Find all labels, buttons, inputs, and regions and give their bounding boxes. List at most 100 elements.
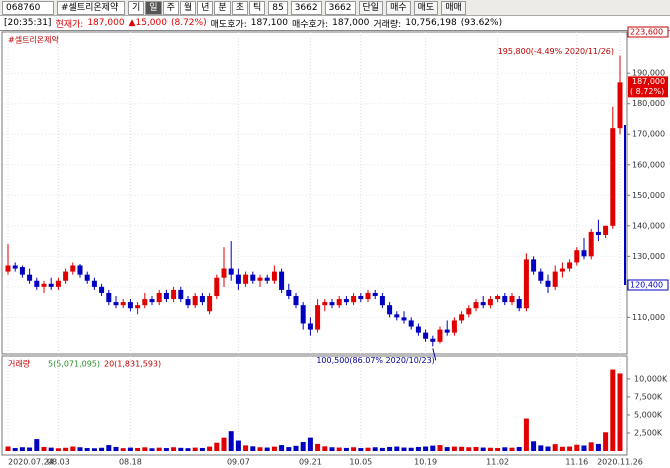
candle-body: [379, 296, 385, 306]
volume-bar: [63, 447, 69, 451]
y-tick-label: 7,500K: [634, 392, 663, 401]
annotation: 195,800(-4.49% 2020/11/26): [498, 47, 614, 56]
candle-body: [135, 305, 141, 309]
volume-bar: [135, 447, 141, 451]
y-tick-label: 180,000: [632, 99, 665, 108]
candle-body: [77, 265, 83, 275]
x-tick-label: 2020.07.24: [8, 458, 54, 467]
volume-bar: [509, 447, 515, 451]
candle-body: [574, 250, 580, 263]
period-button[interactable]: 틱: [248, 0, 266, 15]
candle-body: [423, 332, 429, 339]
volume-bar: [559, 446, 565, 451]
candle-body: [552, 271, 558, 287]
volume-bar: [99, 447, 105, 451]
volume-bar: [243, 445, 249, 451]
period-button[interactable]: 년: [197, 0, 214, 15]
volume-bar: [34, 439, 40, 451]
period-button[interactable]: 월: [179, 0, 197, 15]
candle-body: [610, 128, 616, 226]
candle-body: [523, 259, 529, 309]
candle-body: [163, 292, 169, 300]
volume-bar: [48, 447, 54, 451]
candle-body: [19, 267, 25, 275]
y-tick-label: 150,000: [632, 191, 665, 200]
buy-button[interactable]: 매수: [386, 0, 411, 15]
candle-body: [257, 277, 263, 281]
volume-bar: [293, 445, 299, 451]
candle-body: [12, 265, 18, 269]
annotation-leader: [432, 348, 437, 361]
candle-body: [171, 289, 177, 300]
candle-body: [221, 268, 227, 278]
volume-bar: [142, 447, 148, 451]
status-bar: [20:35:31] 현재가: 187,000 ▲15,000 (8.72%) …: [0, 16, 670, 31]
volume-bar: [149, 448, 155, 451]
volume-bar: [401, 447, 407, 451]
volume-bar: [300, 441, 306, 451]
candle-body: [430, 338, 436, 342]
volume-bar: [581, 445, 587, 451]
candle-body: [235, 274, 241, 284]
single-checkbox[interactable]: 단일: [358, 0, 384, 15]
period-button[interactable]: 기: [128, 0, 145, 15]
volume-bar: [444, 447, 450, 451]
candle-body: [595, 231, 601, 235]
volume-pct: (93.62%): [460, 18, 503, 28]
sell-button[interactable]: 매도: [413, 0, 439, 15]
volume-bar: [408, 447, 414, 451]
volume: 10,756,198: [405, 18, 457, 28]
y-tick-label: 110,000: [632, 313, 665, 322]
candle-body: [293, 296, 299, 306]
volume-bar: [617, 373, 623, 451]
candle-body: [567, 262, 573, 269]
y-tick-label: 10,000K: [634, 374, 668, 383]
stock-name[interactable]: #셀트리온제약: [57, 0, 125, 15]
x-tick-label: 2020.11.26: [597, 458, 643, 467]
period-button[interactable]: 분: [214, 0, 231, 15]
candle-body: [264, 277, 270, 281]
bid-label: 매수호가:: [291, 19, 329, 30]
candle-body: [185, 299, 191, 306]
candle-body: [27, 274, 33, 281]
period-button[interactable]: 일: [145, 0, 162, 15]
volume-bar: [91, 448, 97, 451]
volume-bar: [603, 432, 609, 451]
volume-bar: [480, 447, 486, 451]
candle-body: [343, 299, 349, 303]
code-input[interactable]: 068760: [2, 0, 54, 15]
volume-bar: [113, 446, 119, 451]
volume-bar: [27, 447, 33, 451]
volume-bar: [523, 418, 529, 451]
volume-bar: [502, 447, 508, 451]
candle-body: [300, 305, 306, 324]
volume-bar: [430, 445, 436, 451]
volume-bar: [207, 446, 213, 451]
candle-body: [55, 280, 61, 287]
candle-body: [581, 250, 587, 257]
volume-bar: [336, 447, 342, 451]
volume-title: 거래량: [8, 359, 31, 369]
candle-body: [545, 280, 551, 287]
count-input[interactable]: 85: [268, 0, 288, 15]
y-tick-label: 160,000: [632, 160, 665, 169]
volume-bar: [5, 446, 11, 451]
trade-checkbox[interactable]: 매매: [441, 0, 466, 15]
candle-body: [70, 265, 76, 272]
volume-bar: [437, 445, 443, 451]
volume-frame: [1, 355, 628, 456]
period-button[interactable]: 초: [231, 0, 248, 15]
candle-body: [394, 314, 400, 318]
volume-bar: [552, 444, 558, 451]
price-frame: [1, 31, 628, 355]
candle-body: [451, 320, 457, 333]
candle-body: [34, 280, 40, 287]
period-button[interactable]: 주: [162, 0, 179, 15]
change-pct: (8.72%): [170, 18, 207, 28]
volume-bar: [459, 446, 465, 451]
volume-label: 거래량:: [373, 19, 402, 30]
volume-bar: [315, 443, 321, 451]
candle-body: [538, 271, 544, 281]
volume-bar: [343, 447, 349, 451]
y-tick-label: 120,000: [632, 282, 665, 291]
